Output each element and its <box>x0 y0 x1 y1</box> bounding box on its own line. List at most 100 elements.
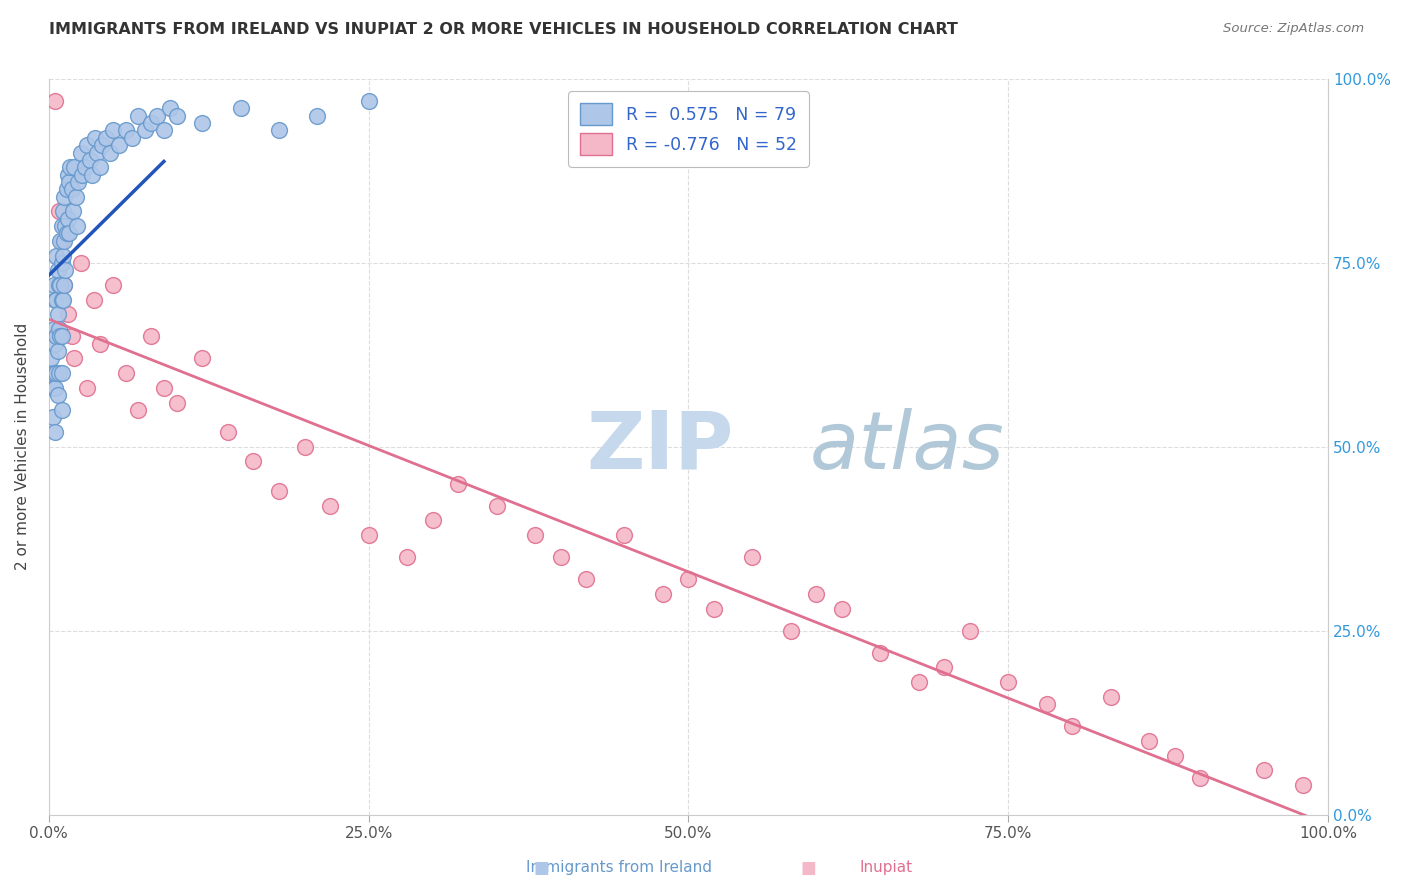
Text: atlas: atlas <box>810 408 1005 486</box>
Point <box>127 109 149 123</box>
Point <box>153 381 176 395</box>
Point <box>959 624 981 638</box>
Point <box>48 322 70 336</box>
Point <box>89 160 111 174</box>
Point <box>69 256 91 270</box>
Point <box>44 336 66 351</box>
Point <box>58 227 80 241</box>
Point <box>52 248 75 262</box>
Point <box>678 572 700 586</box>
Point <box>1253 764 1275 778</box>
Point <box>48 204 70 219</box>
Point <box>191 116 214 130</box>
Point <box>46 263 69 277</box>
Point <box>357 94 380 108</box>
Point <box>166 109 188 123</box>
Point <box>96 131 118 145</box>
Point <box>1163 748 1185 763</box>
Point <box>46 344 69 359</box>
Point <box>55 219 77 233</box>
Point <box>307 109 329 123</box>
Point <box>41 381 63 395</box>
Text: IMMIGRANTS FROM IRELAND VS INUPIAT 2 OR MORE VEHICLES IN HOUSEHOLD CORRELATION C: IMMIGRANTS FROM IRELAND VS INUPIAT 2 OR … <box>49 22 957 37</box>
Point <box>45 366 67 380</box>
Point <box>1137 734 1160 748</box>
Point <box>42 322 65 336</box>
Point <box>51 219 73 233</box>
Point <box>83 293 105 307</box>
Point <box>613 528 636 542</box>
Text: ■: ■ <box>800 859 817 877</box>
Point <box>51 329 73 343</box>
Text: Source: ZipAtlas.com: Source: ZipAtlas.com <box>1223 22 1364 36</box>
Text: ■: ■ <box>533 859 550 877</box>
Point <box>779 624 801 638</box>
Point <box>319 499 342 513</box>
Point <box>575 572 598 586</box>
Point <box>1189 771 1212 785</box>
Point <box>806 587 828 601</box>
Point <box>523 528 546 542</box>
Point <box>46 307 69 321</box>
Point <box>997 675 1019 690</box>
Point <box>108 138 131 153</box>
Point <box>651 587 673 601</box>
Point <box>146 109 169 123</box>
Point <box>139 116 162 130</box>
Point <box>357 528 380 542</box>
Point <box>267 123 290 137</box>
Point <box>831 601 853 615</box>
Point <box>42 366 65 380</box>
Point <box>44 425 66 439</box>
Point <box>60 182 83 196</box>
Point <box>56 211 79 226</box>
Point <box>45 248 67 262</box>
Point <box>63 351 86 366</box>
Point <box>69 145 91 160</box>
Point <box>153 123 176 137</box>
Point <box>159 102 181 116</box>
Point <box>65 189 87 203</box>
Point <box>44 293 66 307</box>
Point <box>91 138 114 153</box>
Point <box>76 138 98 153</box>
Y-axis label: 2 or more Vehicles in Household: 2 or more Vehicles in Household <box>15 323 30 570</box>
Point <box>44 381 66 395</box>
Point <box>217 425 239 439</box>
Point <box>139 329 162 343</box>
Point <box>1035 697 1057 711</box>
Point <box>1062 719 1084 733</box>
Point <box>39 351 62 366</box>
Point <box>51 256 73 270</box>
Point <box>83 131 105 145</box>
Point <box>101 277 124 292</box>
Point <box>52 204 75 219</box>
Point <box>55 263 77 277</box>
Point <box>267 483 290 498</box>
Point <box>56 168 79 182</box>
Point <box>51 366 73 380</box>
Text: Inupiat: Inupiat <box>859 861 912 875</box>
Point <box>907 675 929 690</box>
Point <box>73 160 96 174</box>
Point <box>741 550 763 565</box>
Point <box>134 123 156 137</box>
Point <box>42 277 65 292</box>
Point <box>70 168 93 182</box>
Point <box>49 329 72 343</box>
Point <box>63 160 86 174</box>
Point <box>869 646 891 660</box>
Point <box>101 123 124 137</box>
Point <box>59 160 82 174</box>
Point <box>447 476 470 491</box>
Point <box>76 381 98 395</box>
Point <box>89 336 111 351</box>
Point <box>44 94 66 108</box>
Point <box>53 189 76 203</box>
Point <box>229 102 252 116</box>
Point <box>395 550 418 565</box>
Point <box>46 388 69 402</box>
Point <box>45 329 67 343</box>
Text: ZIP: ZIP <box>586 408 734 486</box>
Point <box>485 499 508 513</box>
